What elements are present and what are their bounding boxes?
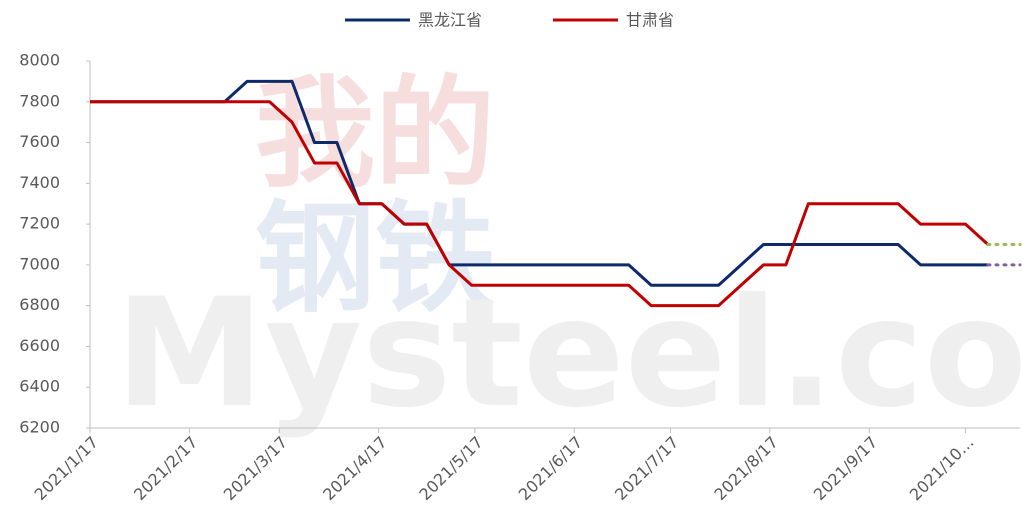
- y-tick-label: 7600: [19, 132, 60, 151]
- legend-label: 甘肃省: [626, 11, 674, 30]
- x-tick-label: 2021/8/17: [710, 433, 781, 504]
- series-line: [90, 100, 989, 308]
- watermark: 我的: [255, 65, 495, 204]
- series-line: [90, 79, 988, 287]
- y-tick-label: 6400: [19, 377, 60, 396]
- x-tick-label: 2021/7/17: [611, 433, 682, 504]
- x-tick-label: 2021/4/17: [319, 433, 390, 504]
- x-tick-label: 2021/5/17: [415, 433, 486, 504]
- x-tick-label: 2021/1/17: [31, 433, 102, 504]
- x-tick-label: 2021/9/17: [810, 433, 881, 504]
- y-tick-label: 6800: [19, 295, 60, 314]
- y-tick-label: 7000: [19, 254, 60, 273]
- legend-label: 黑龙江省: [418, 11, 482, 30]
- x-tick-label: 2021/6/17: [515, 433, 586, 504]
- y-tick-label: 7200: [19, 214, 60, 233]
- x-tick-label: 2021/3/17: [220, 433, 291, 504]
- watermark: Mysteel.com: [115, 267, 1023, 441]
- y-tick-label: 7800: [19, 91, 60, 110]
- watermark: 钢铁: [255, 190, 495, 329]
- y-tick-label: 8000: [19, 51, 60, 70]
- x-tick-label: 2021/2/17: [130, 433, 201, 504]
- x-tick-label: 2021/10…: [906, 433, 978, 505]
- y-tick-label: 6600: [19, 336, 60, 355]
- y-tick-label: 6200: [19, 418, 60, 437]
- y-tick-label: 7400: [19, 173, 60, 192]
